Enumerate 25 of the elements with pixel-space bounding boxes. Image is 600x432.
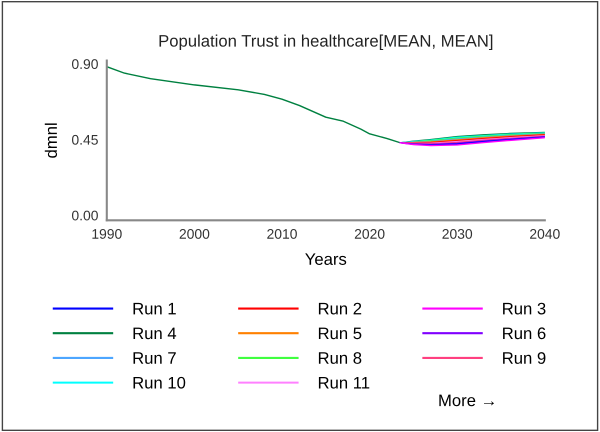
line-series [106, 66, 545, 144]
legend-label: Run 8 [318, 352, 362, 364]
x-tick-label: 2030 [442, 229, 472, 239]
legend-label: Run 5 [318, 328, 362, 340]
y-tick-label: 0.90 [72, 59, 98, 70]
text: More → [439, 394, 494, 406]
y-axis-title: dmnl [44, 123, 58, 158]
chart-title: Population Trust in healthcare[MEAN, MEAN] [160, 34, 492, 50]
legend-label: Run 4 [134, 328, 176, 340]
y-tick-label: 0.00 [72, 210, 98, 220]
x-tick-label: 2000 [180, 229, 210, 239]
y-tick-label: 0.45 [72, 134, 98, 145]
legend-label: Run 6 [503, 327, 546, 340]
legend-label: Run 9 [503, 352, 546, 364]
legend-label: Run 7 [134, 352, 176, 364]
x-tick-label: 2020 [354, 229, 385, 239]
legend-label: Run 10 [134, 376, 186, 389]
legend-label: Run 2 [318, 302, 362, 315]
legend-label: Run 11 [318, 377, 370, 389]
x-tick-label: 2010 [267, 229, 297, 239]
legend-label: Run 3 [503, 302, 546, 315]
x-tick-label: 1990 [92, 229, 122, 239]
x-axis-title: Years [305, 253, 346, 265]
x-tick-label: 2040 [530, 229, 560, 239]
legend-label: Run 1 [134, 302, 176, 315]
